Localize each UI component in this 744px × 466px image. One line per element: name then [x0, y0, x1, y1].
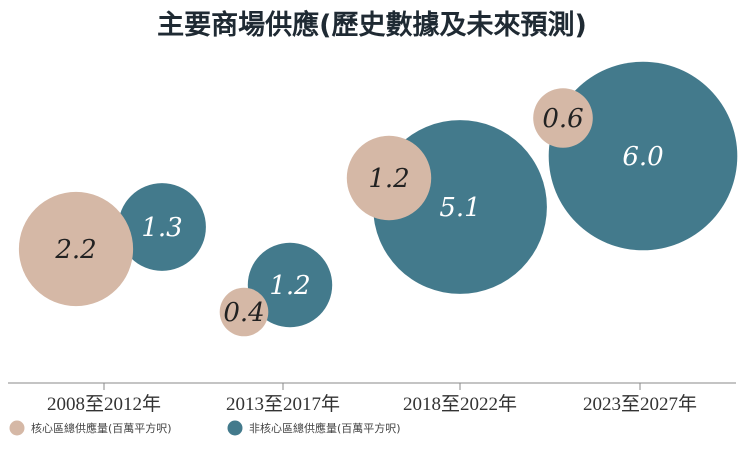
bubble-label-core-4: 0.6 — [542, 104, 583, 134]
bubble-noncore-2 — [247, 242, 333, 328]
bubble-label-noncore-4: 6.0 — [622, 142, 663, 172]
bubble-core-1 — [18, 191, 134, 307]
legend: 核心區總供應量(百萬平方呎) 非核心區總供應量(百萬平方呎) — [9, 420, 401, 436]
x-tick-label-3: 2018至2022年 — [403, 393, 517, 415]
legend-label-noncore: 非核心區總供應量(百萬平方呎) — [249, 421, 401, 435]
x-axis-ticks — [103, 383, 641, 390]
bubble-core-2 — [219, 287, 269, 337]
chart-title: 主要商場供應(歷史數據及未來預測) — [157, 9, 587, 41]
bubble-noncore-4 — [548, 61, 738, 251]
legend-label-core: 核心區總供應量(百萬平方呎) — [31, 421, 172, 435]
bubble-layer: 1.31.25.16.02.20.41.20.6 — [18, 61, 738, 337]
legend-swatch-noncore — [227, 420, 243, 436]
bubble-label-core-2: 0.4 — [223, 298, 264, 328]
x-axis-labels: 2008至2012年 2013至2017年 2018至2022年 2023至2027年 — [47, 393, 697, 415]
x-tick-label-2: 2013至2017年 — [226, 393, 340, 415]
bubble-noncore-1 — [118, 183, 206, 271]
bubble-label-noncore-3: 5.1 — [439, 193, 480, 223]
bubble-core-4 — [533, 88, 593, 148]
bubble-label-core-1: 2.2 — [54, 235, 96, 265]
bubble-core-3 — [346, 135, 432, 221]
x-tick-label-1: 2008至2012年 — [47, 393, 161, 415]
legend-swatch-core — [9, 420, 25, 436]
bubble-label-noncore-2: 1.2 — [269, 271, 310, 301]
bubble-label-noncore-1: 1.3 — [141, 213, 182, 243]
x-tick-label-4: 2023至2027年 — [583, 393, 697, 415]
bubble-label-core-3: 1.2 — [368, 164, 409, 194]
